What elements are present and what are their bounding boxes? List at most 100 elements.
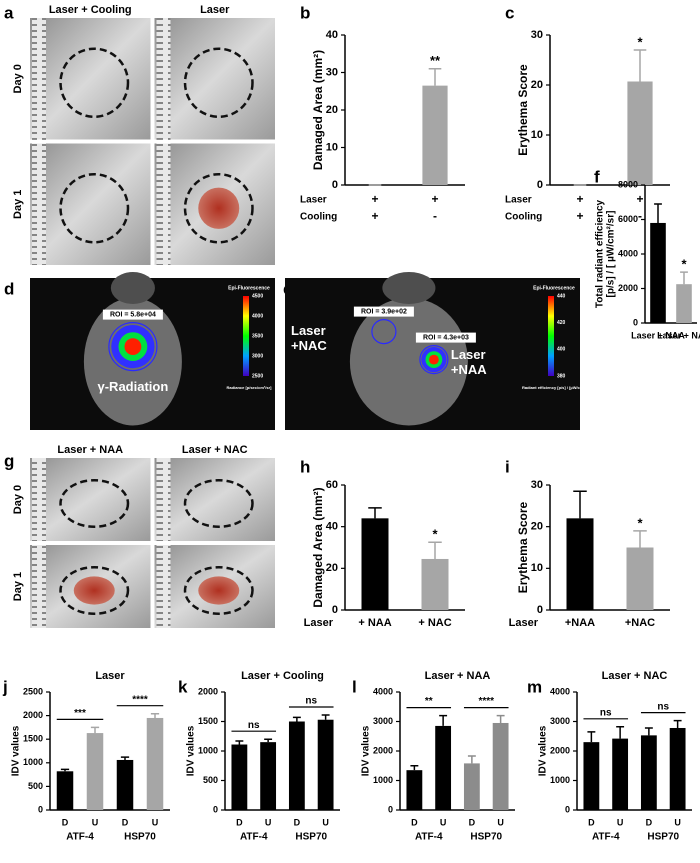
y-tick-label: 20 [326, 104, 338, 116]
roi-circle [59, 566, 130, 615]
y-tick-label: 0 [38, 804, 43, 814]
x-tick-label: Laser + NAA [631, 330, 685, 340]
photo [30, 458, 151, 541]
error-bar [90, 726, 100, 734]
condition-name: Laser [300, 195, 327, 206]
ruler [156, 458, 171, 541]
significance: ns [600, 707, 612, 718]
x-tick-label: D [294, 817, 301, 827]
colorbar [548, 296, 554, 376]
significance: * [432, 527, 438, 542]
panel-letter: b [300, 3, 310, 22]
roi-circle [59, 47, 130, 119]
image-label: +NAA [451, 362, 487, 377]
lesion [198, 576, 240, 605]
row-label: Day 1 [12, 572, 24, 601]
x-tick-label: D [236, 817, 243, 827]
x-tick-label: U [322, 817, 329, 827]
significance: ns [305, 696, 317, 707]
group-label: HSP70 [470, 832, 502, 843]
bar [56, 771, 74, 810]
group-label: ATF-4 [415, 832, 443, 843]
photo [30, 143, 151, 265]
ruler [156, 18, 171, 140]
mouse-body [349, 297, 468, 426]
bar [86, 733, 104, 810]
y-tick-label: 2500 [23, 686, 43, 696]
bar [406, 770, 423, 810]
column-label: Laser [200, 4, 230, 16]
error-bar [644, 727, 653, 736]
error-bar [654, 203, 662, 223]
y-tick-label: 30 [531, 29, 543, 41]
scale-title: Epi-Fluorescence [533, 285, 575, 291]
lesion [198, 187, 240, 229]
condition-mark: - [433, 209, 437, 223]
x-tick-label: U [674, 817, 681, 827]
group-label: HSP70 [295, 832, 327, 843]
panel-letter: j [2, 677, 8, 696]
y-tick-label: 4000 [618, 248, 638, 258]
y-tick-label: 2000 [373, 745, 393, 755]
photo [154, 18, 275, 140]
y-tick-label: 30 [326, 66, 338, 78]
significance: ** [425, 696, 433, 707]
panel-letter: a [4, 3, 14, 22]
group-label: ATF-4 [592, 832, 620, 843]
y-tick-label: 0 [633, 317, 638, 327]
error-bar [573, 490, 587, 519]
chart-title: Laser + NAC [602, 670, 668, 682]
ruler [32, 545, 46, 628]
ruler [156, 143, 171, 265]
panel-letter: i [505, 457, 510, 476]
condition-name: Cooling [300, 212, 337, 223]
ruler [156, 545, 171, 628]
error-bar [587, 731, 596, 743]
ruler [32, 458, 46, 541]
y-tick-label: 3000 [550, 716, 570, 726]
y-tick-label: 0 [565, 804, 570, 814]
y-tick-label: 60 [326, 479, 338, 491]
scale-tick: 3000 [252, 353, 263, 359]
error-bar [439, 714, 448, 726]
colorbar [243, 296, 249, 376]
ruler [32, 18, 46, 140]
error-bar [292, 716, 301, 722]
bar [650, 222, 666, 323]
y-tick-label: 3000 [373, 716, 393, 726]
bar [116, 759, 134, 810]
error-bar [616, 726, 625, 739]
condition-name: Cooling [505, 212, 542, 223]
y-tick-label: 1000 [373, 775, 393, 785]
bar [566, 518, 594, 610]
scale-tick: 400 [557, 347, 566, 353]
y-tick-label: 10 [326, 141, 338, 153]
y-axis-label: Damaged Area (mm²) [311, 50, 325, 170]
significance: * [637, 34, 643, 49]
x-tick-label: D [62, 817, 69, 827]
x-tick-label: D [646, 817, 653, 827]
y-tick-label: 2000 [618, 283, 638, 293]
error-bar [264, 738, 273, 743]
scale-tick: 4000 [252, 313, 263, 319]
condition-mark: + [576, 192, 583, 206]
roi-circle [59, 172, 130, 244]
panel-letter: g [4, 451, 14, 470]
condition-mark: - [638, 209, 642, 223]
photo [30, 18, 151, 140]
roi-label: ROI = 5.8e+04 [110, 311, 156, 318]
chart-title: Laser + Cooling [241, 670, 324, 682]
group-label: ATF-4 [66, 832, 94, 843]
roi-circle [183, 479, 254, 528]
y-tick-label: 1500 [198, 716, 218, 726]
roi-circle [419, 345, 449, 375]
bar [361, 518, 389, 610]
mouse-head [382, 272, 436, 304]
x-tick-label: U [152, 817, 159, 827]
heat [429, 354, 439, 365]
bar [435, 725, 452, 810]
bar [492, 722, 509, 810]
y-axis-label: Erythema Score [516, 64, 530, 156]
bar [583, 742, 600, 810]
